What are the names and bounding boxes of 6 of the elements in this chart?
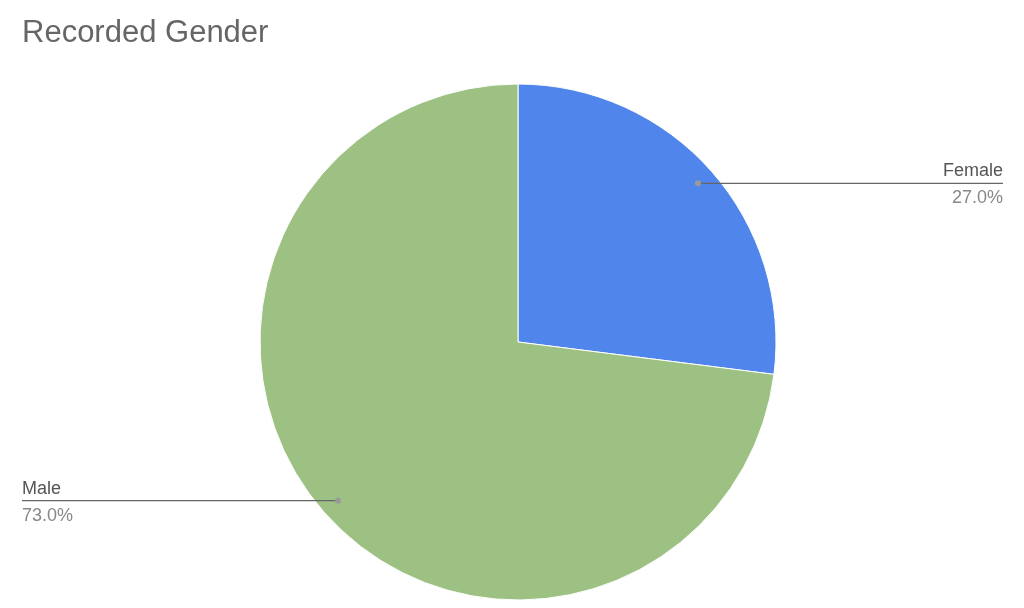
slice-label: Female [942, 160, 1003, 181]
data-label: 73.0% [22, 504, 74, 525]
chart-title: Recorded Gender [22, 14, 269, 50]
data-label: 27.0% [951, 187, 1003, 208]
pie-slice [259, 83, 775, 601]
slice-label: Male [22, 477, 62, 498]
